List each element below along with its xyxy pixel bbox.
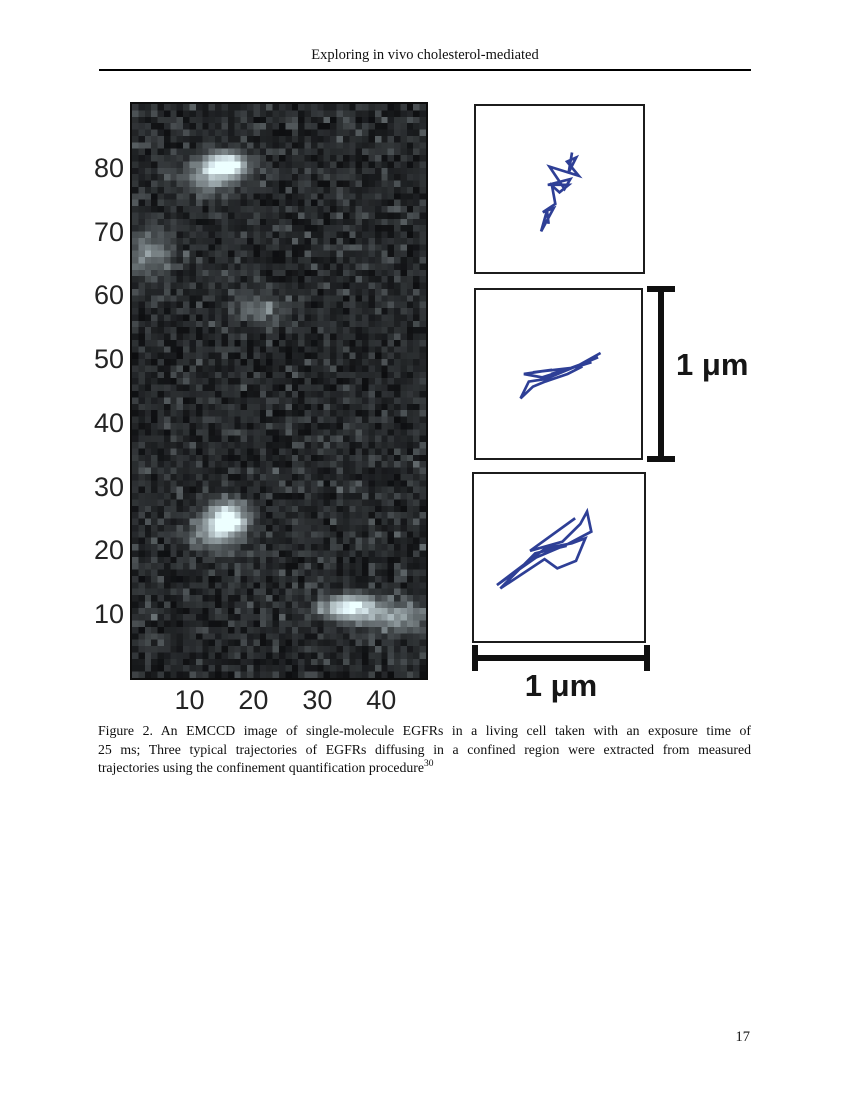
x-tick-label: 40 [366, 685, 397, 715]
caption-line-3: trajectories using the confinement quant… [98, 759, 751, 778]
running-header: Exploring in vivo cholesterol-mediated [0, 47, 850, 64]
trajectory-3-plot [496, 507, 593, 590]
horizontal-scale-label: 1 μm [524, 668, 598, 703]
header-rule [99, 69, 751, 71]
y-tick-label: 10 [93, 599, 124, 630]
figure-caption: Figure 2. An EMCCD image of single-molec… [98, 722, 751, 778]
x-tick-label: 20 [238, 685, 269, 715]
y-tick-label: 40 [93, 407, 124, 438]
trajectory-1-line [539, 152, 583, 232]
caption-reference-superscript: 30 [424, 759, 434, 770]
horizontal-scale-bar-cap-left [472, 645, 478, 671]
vertical-scale-label: 1 μm [676, 347, 749, 382]
vertical-scale-bar [658, 289, 664, 459]
caption-line-3-text: trajectories using the confinement quant… [98, 760, 425, 776]
caption-line-1: Figure 2. An EMCCD image of single-molec… [98, 723, 751, 738]
trajectory-3-line [496, 507, 593, 590]
emccd-image-canvas [132, 104, 426, 678]
x-tick-label: 30 [302, 685, 333, 715]
trajectory-1-plot [539, 152, 583, 232]
horizontal-scale-bar-cap-right [644, 645, 650, 671]
trajectory-box-3 [472, 472, 646, 643]
trajectory-2-plot [519, 351, 602, 400]
trajectory-box-1 [474, 104, 645, 274]
y-tick-label: 70 [93, 216, 124, 247]
emccd-image-frame [130, 102, 428, 680]
y-tick-label: 20 [93, 535, 124, 566]
y-tick-label: 80 [93, 152, 124, 183]
horizontal-scale-bar [472, 655, 650, 661]
page-number: 17 [735, 1029, 751, 1045]
vertical-scale-bar-cap-bottom [647, 456, 675, 462]
trajectory-box-2 [474, 288, 643, 460]
y-tick-label: 50 [93, 344, 124, 375]
y-tick-label: 30 [93, 471, 124, 502]
trajectory-2-line [519, 351, 602, 400]
running-header-text: Exploring in vivo cholesterol-mediated [311, 47, 539, 63]
caption-line-2: 25 ms; Three typical trajectories of EGF… [98, 741, 751, 757]
y-tick-label: 60 [93, 280, 124, 311]
vertical-scale-bar-cap-top [647, 286, 675, 292]
x-tick-label: 10 [174, 685, 205, 715]
